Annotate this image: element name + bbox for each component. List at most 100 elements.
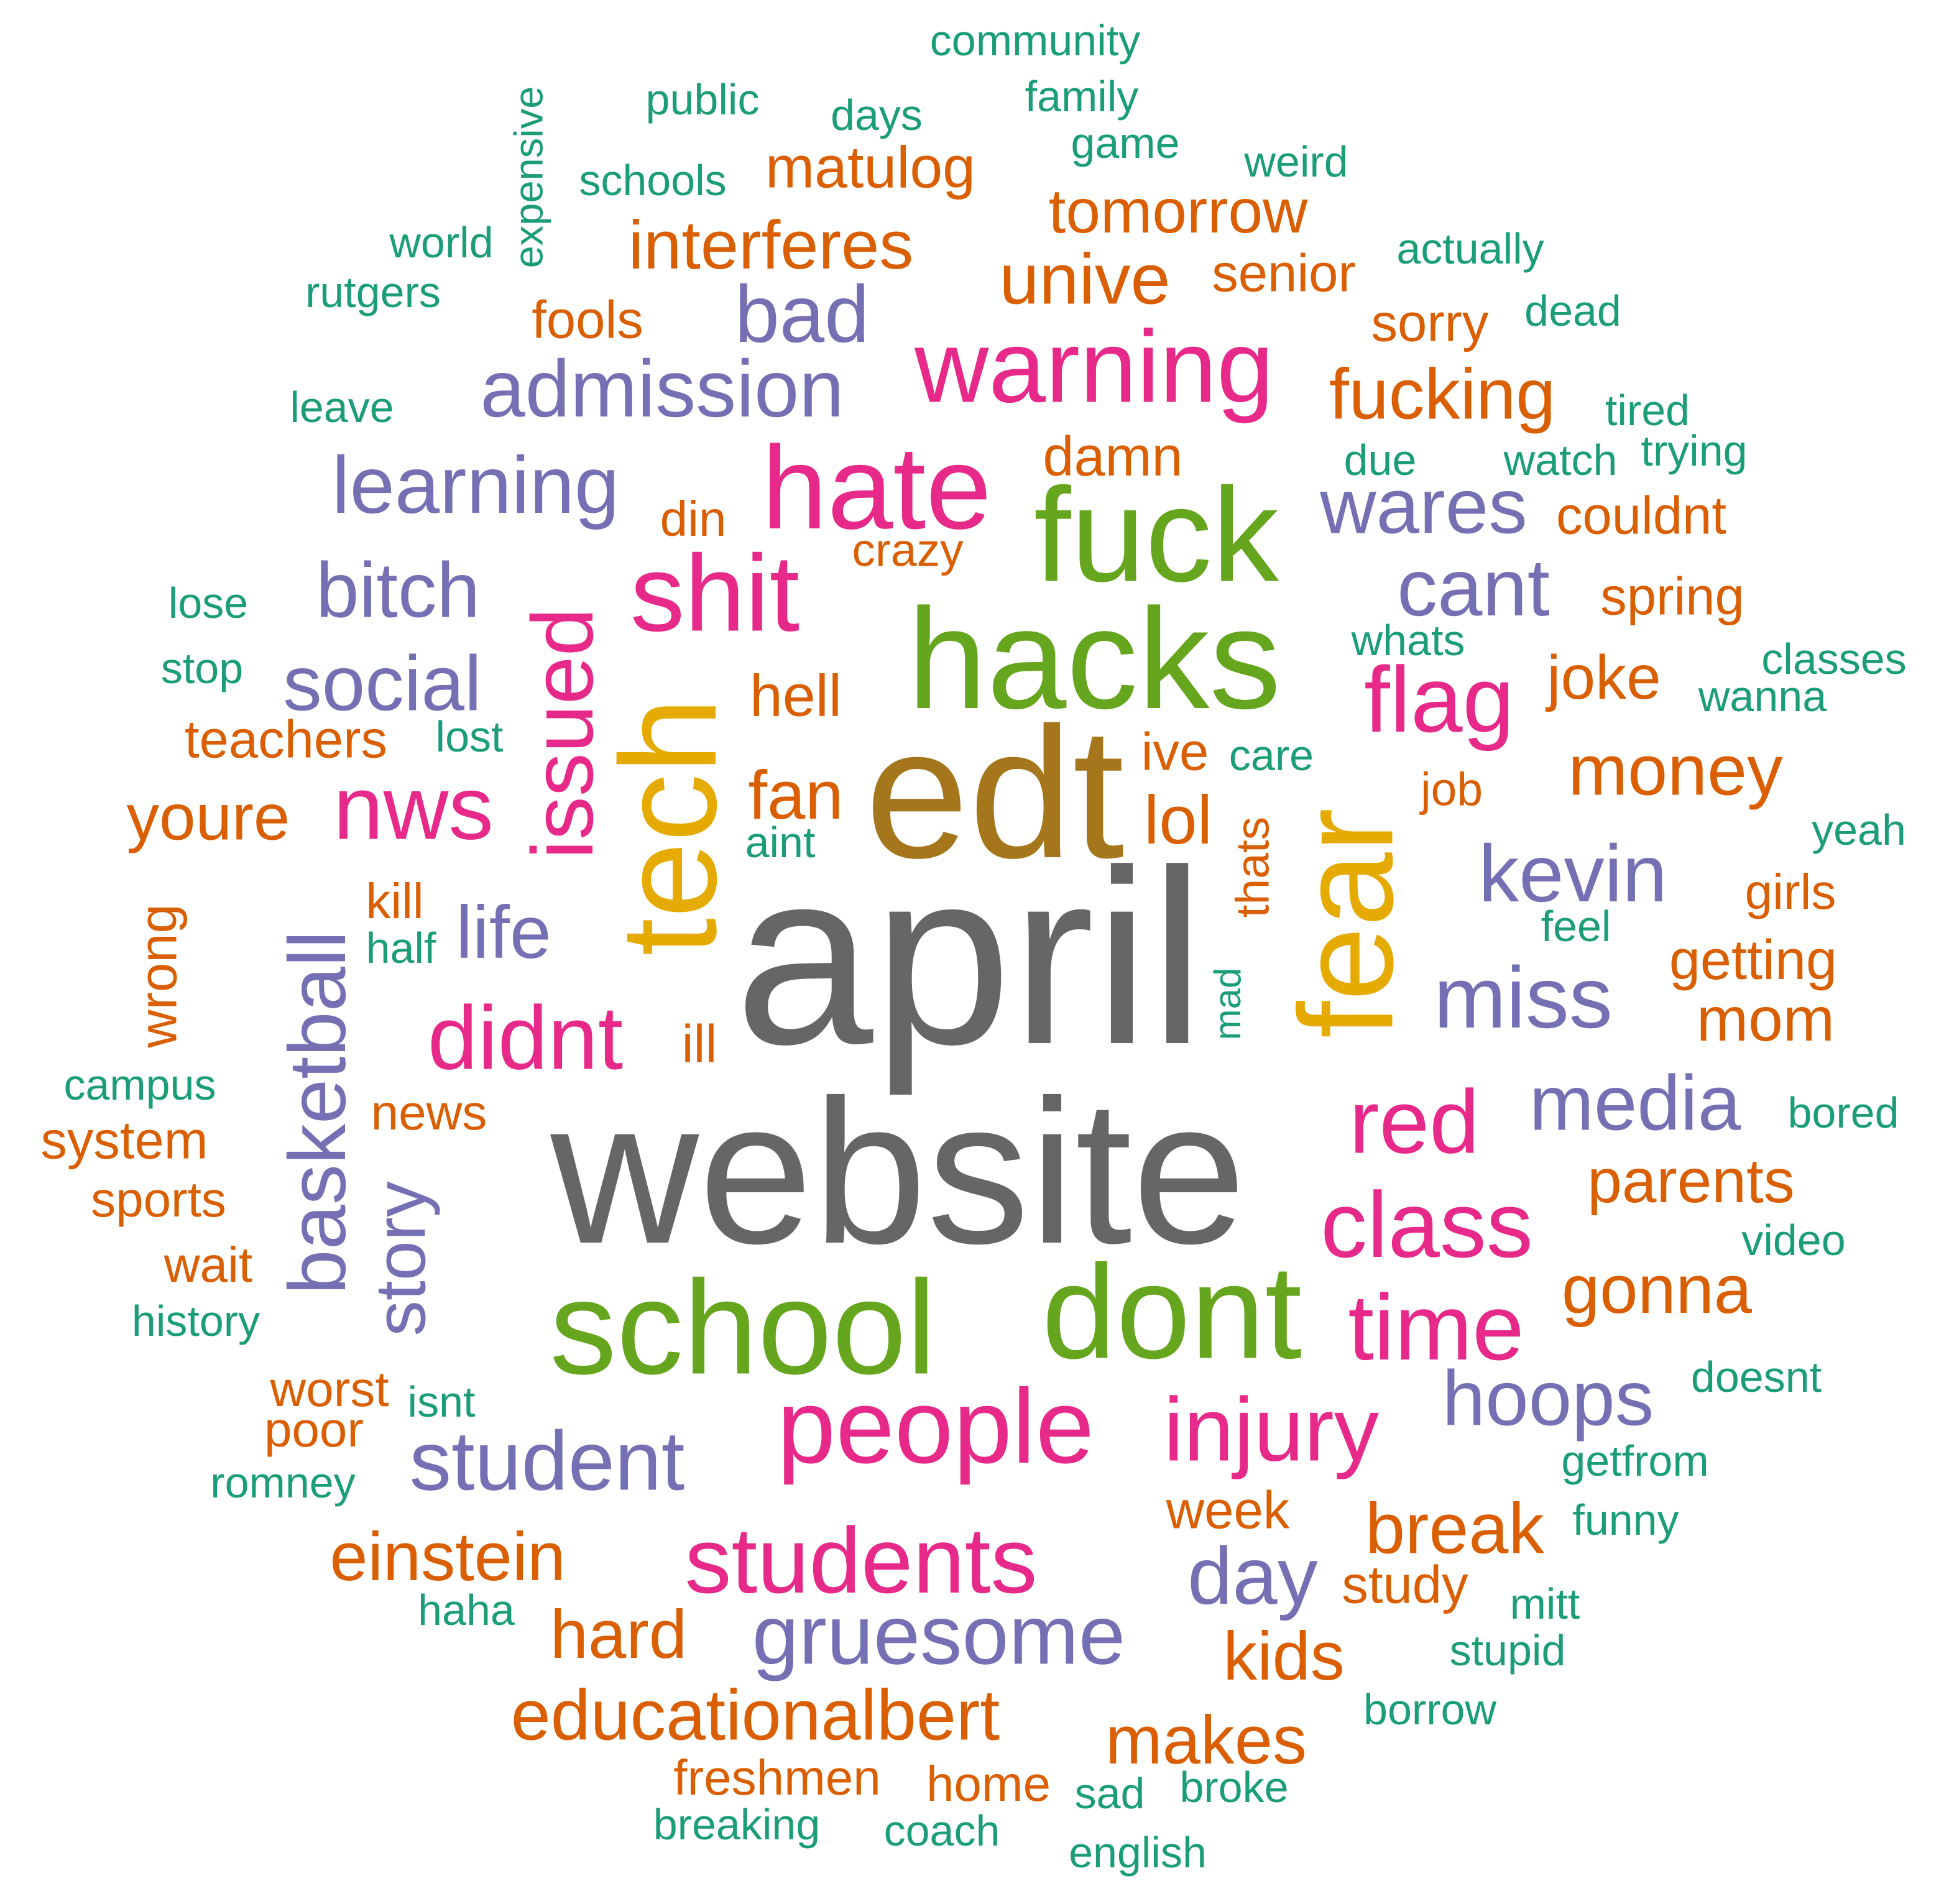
word-leave: leave: [290, 383, 394, 431]
word-april: april: [735, 818, 1205, 1096]
word-money: money: [1568, 730, 1783, 811]
word-haha: haha: [418, 1586, 515, 1634]
word-lost: lost: [435, 712, 504, 761]
word-tomorrow: tomorrow: [1048, 177, 1308, 246]
word-stupid: stupid: [1449, 1626, 1566, 1675]
word-classes: classes: [1761, 635, 1907, 683]
word-nws: nws: [333, 757, 494, 858]
word-video: video: [1741, 1216, 1846, 1264]
word-injury: injury: [1163, 1379, 1380, 1480]
word-feel: feel: [1541, 902, 1611, 950]
word-kids: kids: [1223, 1618, 1345, 1695]
word-social: social: [283, 640, 482, 727]
word-home: home: [926, 1756, 1051, 1811]
word-parents: parents: [1587, 1146, 1795, 1216]
word-admission: admission: [480, 343, 844, 434]
word-care: care: [1228, 731, 1314, 780]
word-shit: shit: [630, 533, 800, 655]
word-class: class: [1320, 1172, 1533, 1277]
word-wrong: wrong: [129, 904, 188, 1048]
word-dead: dead: [1524, 287, 1621, 335]
word-rutgers: rutgers: [305, 268, 441, 316]
word-educationalbert: educationalbert: [510, 1675, 1000, 1755]
word-fuck: fuck: [1033, 459, 1279, 610]
word-study: study: [1342, 1555, 1468, 1615]
word-wares: wares: [1320, 463, 1527, 550]
word-people: people: [776, 1368, 1095, 1486]
word-fan: fan: [748, 757, 844, 834]
word-job: job: [1420, 763, 1483, 816]
word-bitch: bitch: [315, 547, 481, 634]
word-stop: stop: [160, 644, 244, 692]
word-yeah: yeah: [1812, 806, 1906, 854]
word-history: history: [131, 1297, 260, 1345]
word-edt: edt: [865, 688, 1125, 897]
word-schools: schools: [579, 156, 727, 205]
word-life: life: [456, 891, 551, 974]
word-joke: joke: [1547, 643, 1661, 712]
word-community: community: [929, 16, 1141, 65]
word-interferes: interferes: [628, 207, 914, 283]
word-tech: tech: [592, 697, 745, 956]
word-family: family: [1025, 72, 1139, 121]
word-einstein: einstein: [329, 1519, 566, 1595]
word-gonna: gonna: [1562, 1251, 1752, 1328]
word-game: game: [1071, 119, 1180, 167]
word-breaking: breaking: [653, 1800, 821, 1849]
word-issued: issued: [514, 607, 611, 860]
word-day: day: [1187, 1530, 1318, 1621]
word-sad: sad: [1074, 1769, 1145, 1818]
word-time: time: [1348, 1275, 1524, 1379]
word-hoops: hoops: [1442, 1355, 1654, 1442]
word-ive: ive: [1141, 722, 1209, 782]
word-warning: warning: [915, 309, 1274, 424]
word-couldnt: couldnt: [1555, 486, 1727, 546]
word-matulog: matulog: [765, 134, 975, 201]
word-week: week: [1166, 1481, 1290, 1540]
word-dont: dont: [1041, 1236, 1302, 1387]
word-english: english: [1069, 1828, 1207, 1877]
word-bored: bored: [1787, 1088, 1899, 1137]
word-romney: romney: [210, 1458, 356, 1507]
word-campus: campus: [63, 1060, 216, 1109]
word-learning: learning: [331, 439, 620, 530]
word-damn: damn: [1043, 426, 1183, 488]
word-fear: fear: [1271, 807, 1421, 1039]
word-due: due: [1343, 436, 1417, 484]
word-aint: aint: [745, 818, 816, 867]
word-freshmen: freshmen: [673, 1750, 881, 1805]
word-website: website: [550, 1057, 1246, 1286]
word-coach: coach: [883, 1806, 1000, 1855]
word-gruesome: gruesome: [752, 1588, 1126, 1682]
word-lose: lose: [168, 579, 249, 627]
word-mom: mom: [1696, 985, 1835, 1054]
word-system: system: [40, 1111, 208, 1170]
word-actually: actually: [1396, 224, 1544, 273]
word-world: world: [389, 218, 494, 267]
word-funny: funny: [1572, 1496, 1679, 1544]
word-getfrom: getfrom: [1561, 1437, 1709, 1485]
word-youre: youre: [126, 781, 290, 854]
word-mitt: mitt: [1509, 1580, 1580, 1628]
word-miss: miss: [1434, 949, 1613, 1046]
word-crazy: crazy: [852, 523, 964, 576]
word-flag: flag: [1364, 647, 1514, 752]
word-trying: trying: [1641, 426, 1748, 475]
word-public: public: [645, 75, 760, 124]
word-teachers: teachers: [184, 710, 388, 770]
word-expensive: expensive: [505, 86, 551, 269]
word-lol: lol: [1143, 782, 1213, 858]
word-hate: hate: [762, 422, 992, 554]
word-hard: hard: [550, 1596, 688, 1673]
word-sorry: sorry: [1371, 293, 1489, 353]
word-wait: wait: [164, 1237, 253, 1292]
word-isnt: isnt: [407, 1377, 476, 1426]
word-mad: mad: [1207, 967, 1248, 1041]
word-poor: poor: [264, 1402, 364, 1457]
word-story: story: [361, 1181, 441, 1336]
word-broke: broke: [1179, 1763, 1289, 1811]
word-red: red: [1349, 1071, 1480, 1172]
word-media: media: [1529, 1060, 1741, 1147]
word-sports: sports: [91, 1172, 226, 1227]
